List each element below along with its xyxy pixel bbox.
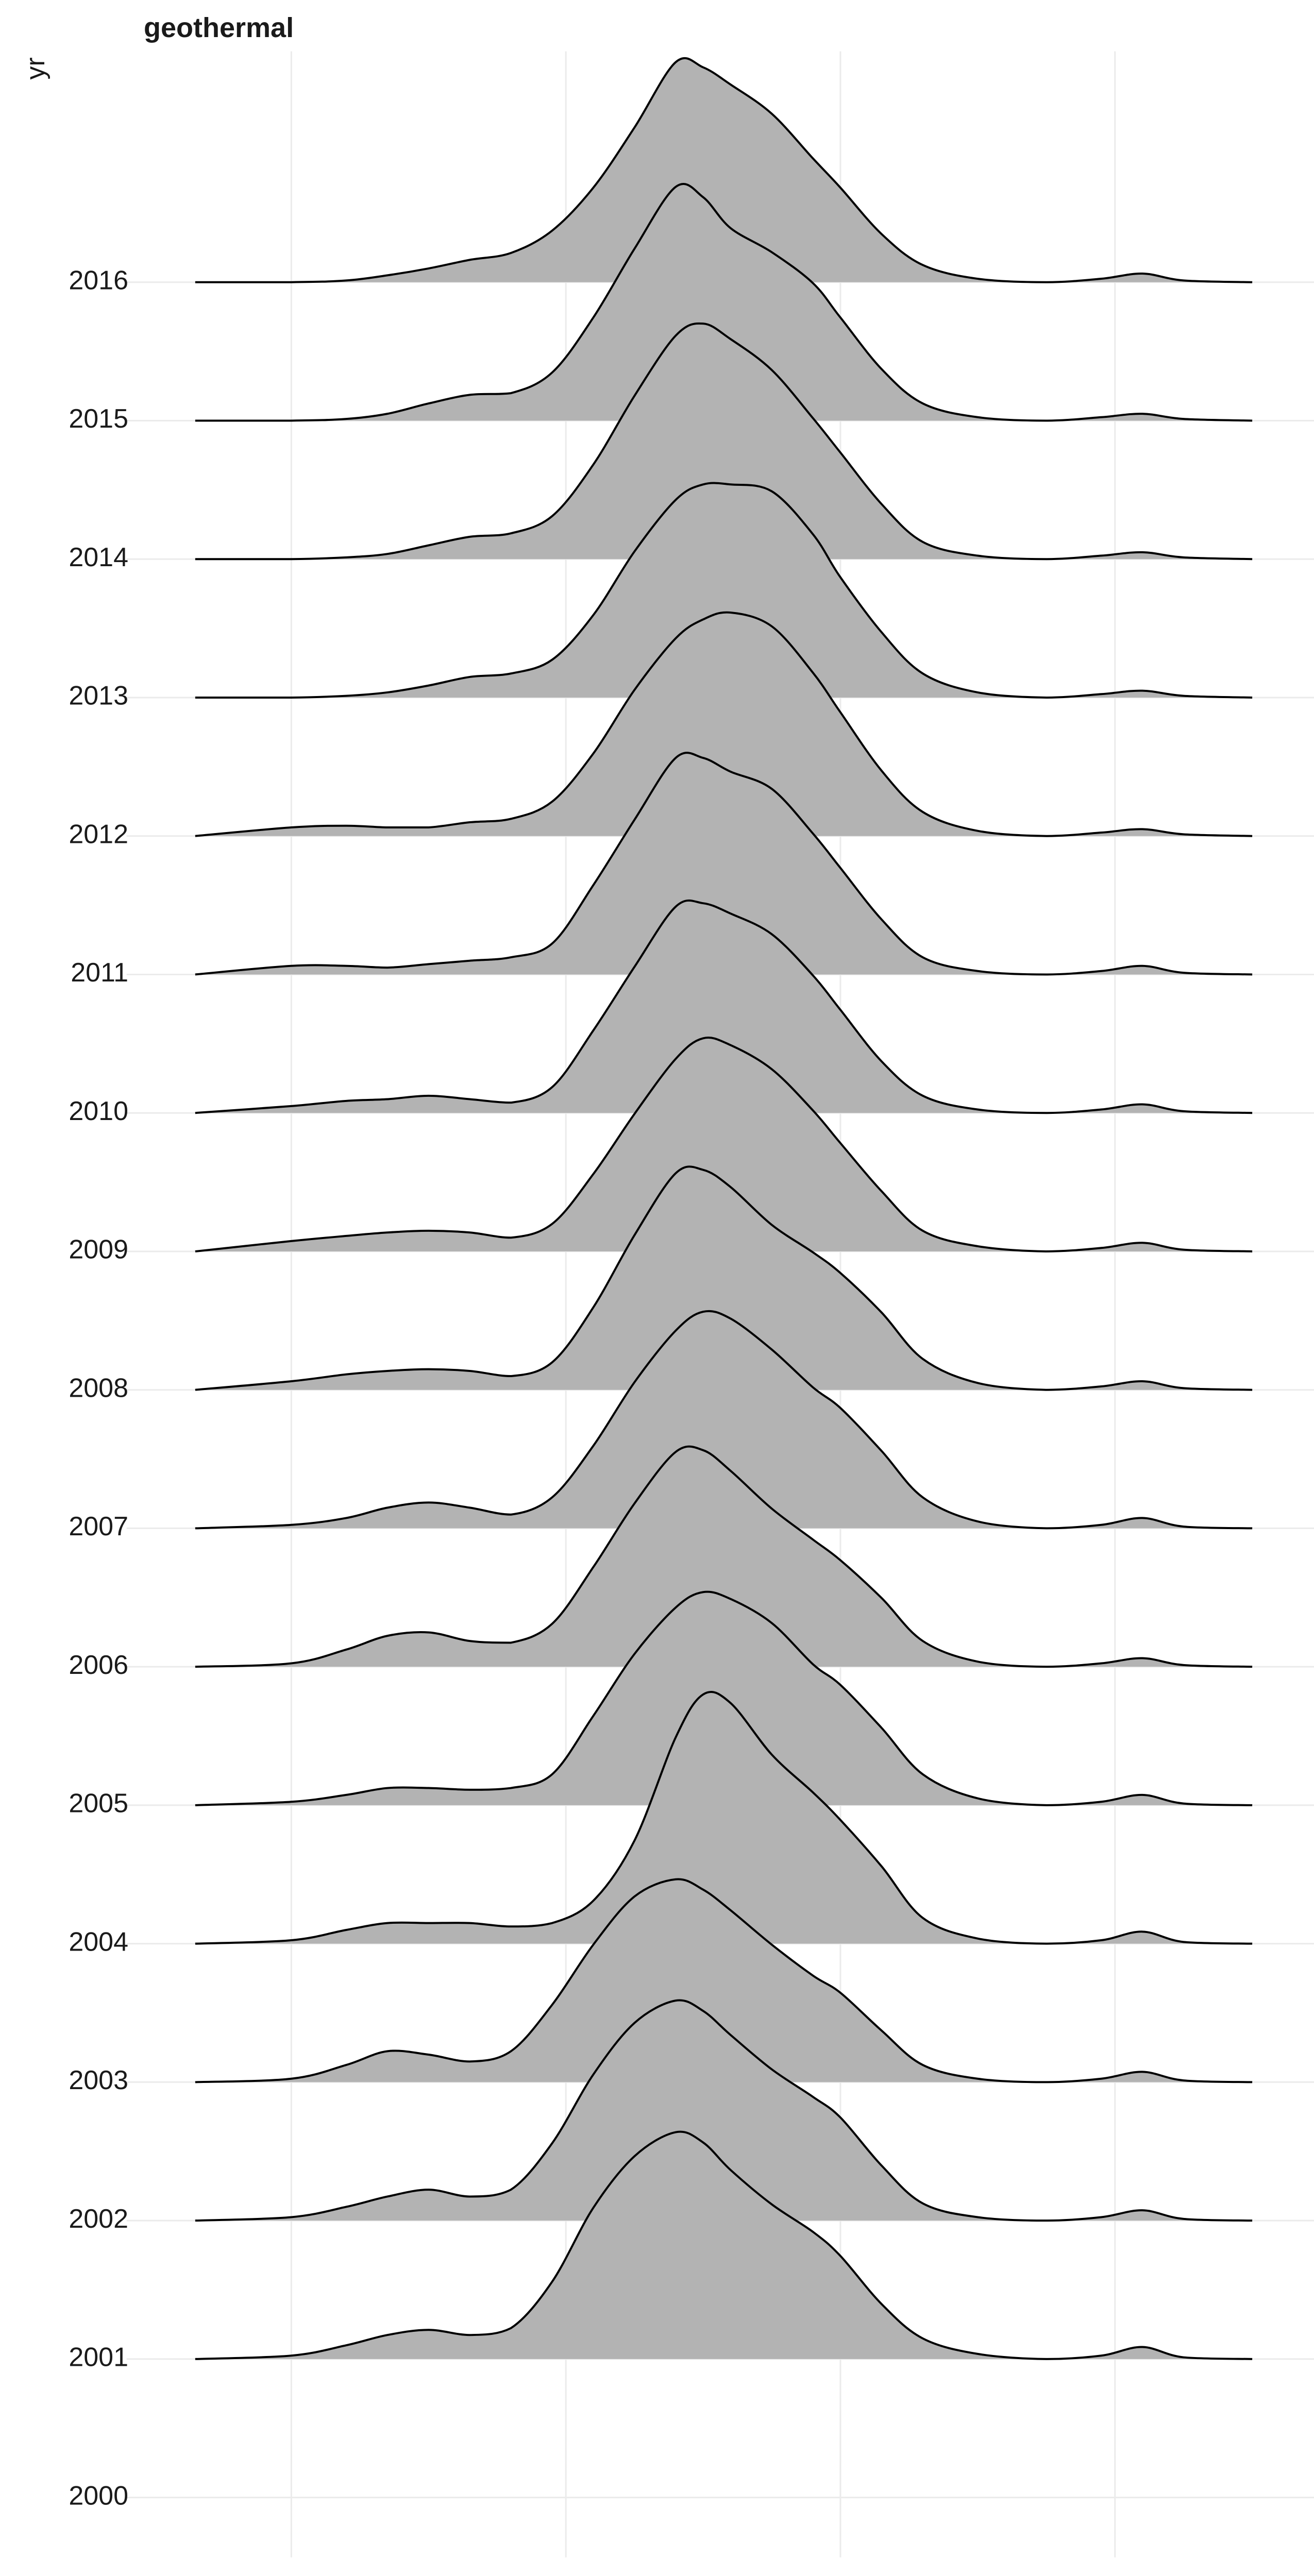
ridge-area xyxy=(195,483,1253,698)
ridge-area xyxy=(195,2131,1253,2359)
y-tick-label: 2006 xyxy=(69,1650,128,1680)
y-tick-label: 2012 xyxy=(69,819,128,849)
ridge-area xyxy=(195,612,1253,836)
ridge-line xyxy=(195,752,1253,976)
y-tick-label: 2015 xyxy=(69,404,128,434)
y-tick-label: 2000 xyxy=(69,2481,128,2511)
ridge-line xyxy=(195,1445,1253,1668)
ridge-line xyxy=(195,322,1253,561)
ridge-line xyxy=(195,1878,1253,2083)
ridge-line xyxy=(195,1590,1253,1806)
ridge-area xyxy=(195,1691,1253,1944)
ridges xyxy=(195,57,1253,2360)
ridge-line xyxy=(195,482,1253,699)
y-tick-label: 2016 xyxy=(69,265,128,295)
y-tick-label: 2009 xyxy=(69,1235,128,1265)
ridge-line xyxy=(195,1310,1253,1530)
ridge-area xyxy=(195,1879,1253,2082)
y-tick-label: 2011 xyxy=(71,958,128,988)
ridge-line xyxy=(195,1690,1253,1945)
ridge-area xyxy=(195,58,1253,282)
y-tick-label: 2008 xyxy=(69,1373,128,1403)
y-tick-label: 2004 xyxy=(69,1927,128,1957)
y-tick-label: 2002 xyxy=(69,2204,128,2234)
ridge-area xyxy=(195,183,1253,421)
y-tick-label: 2013 xyxy=(69,681,128,711)
y-tick-label: 2007 xyxy=(69,1512,128,1541)
ridge-area xyxy=(195,1446,1253,1667)
y-tick-label: 2001 xyxy=(69,2343,128,2372)
ridge-area xyxy=(195,2000,1253,2221)
ridge-area xyxy=(195,1166,1253,1390)
ridge-area xyxy=(195,1037,1253,1251)
ridge-line xyxy=(195,2130,1253,2360)
ridge-line xyxy=(195,57,1253,283)
ridge-area xyxy=(195,753,1253,975)
y-tick-label: 2005 xyxy=(69,1789,128,1819)
y-tick-label: 2014 xyxy=(69,543,128,572)
y-axis-label: yr xyxy=(21,57,50,79)
ridge-area xyxy=(195,900,1253,1113)
y-tick-label: 2003 xyxy=(69,2065,128,2095)
labels: 0123200020012002200320042005200620072008… xyxy=(69,265,128,2511)
ridge-line xyxy=(195,1999,1253,2222)
chart-title: geothermal xyxy=(144,12,294,43)
ridge-line xyxy=(195,611,1253,837)
ridge-area xyxy=(195,323,1253,560)
ridge-line xyxy=(195,1165,1253,1391)
ridge-area xyxy=(195,1311,1253,1529)
ridge-line xyxy=(195,1037,1253,1252)
y-tick-label: 2010 xyxy=(69,1096,128,1126)
ridge-line xyxy=(195,899,1253,1114)
ridge-line xyxy=(195,183,1253,422)
